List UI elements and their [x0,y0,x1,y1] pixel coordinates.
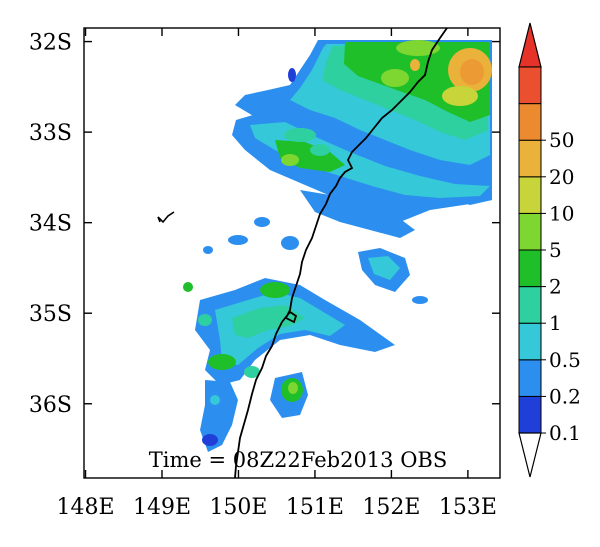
rain-patch-3 [281,236,299,250]
coastline-path [234,28,448,478]
colorbar-under-triangle [518,432,542,478]
colorbar-label: 0.2 [549,384,581,408]
colorbar-over-triangle [518,22,542,68]
x-tick-label: 149E [133,495,191,520]
colorbar-label: 2 [549,275,562,299]
rain-cell-k [244,366,260,378]
colorbar-label: 20 [549,165,574,189]
rain-patch-1 [228,235,248,245]
y-tick-label: 34S [29,212,72,237]
rain-patch-4 [203,246,213,254]
rain-cell-e [410,59,420,71]
colorbar-segment [518,66,542,105]
colorbar-label: 1 [549,311,562,335]
rain-patch-7 [412,296,428,304]
y-tick-label: 35S [29,302,72,327]
rain-cell-g [310,144,330,156]
colorbar-segment [518,249,542,288]
rain-band-mid-teal [250,122,490,198]
x-tick-label: 150E [209,495,267,520]
colorbar-segment [518,359,542,397]
rain-cell-d [381,69,409,87]
colorbar-segment [518,395,542,434]
colorbar: 0.1 0.2 0.5 1 2 5 10 20 50 [518,22,581,478]
rain-patch-9 [202,434,218,446]
rain-patch-east-teal [368,256,400,280]
rain-patch-5 [183,282,193,292]
rain-cell-b [396,40,440,56]
x-tick-label: 151E [286,495,344,520]
rain-cell-l [198,314,212,326]
colorbar-label: 50 [549,128,574,152]
colorbar-label: 5 [549,238,562,262]
colorbar-label: 10 [549,201,574,225]
colorbar-segment [518,103,542,141]
colorbar-label: 0.5 [549,348,581,372]
x-axis: 148E 149E 150E 151E 152E 153E [56,28,497,520]
colorbar-segment [518,139,542,178]
rain-cell-a-core [460,59,484,85]
rain-region-south-teal [215,292,345,365]
rain-cell-j [208,354,236,370]
time-label: Time = 08Z22Feb2013 OBS [149,448,448,472]
rain-cell-c [442,86,478,106]
colorbar-label: 0.1 [549,421,581,445]
rain-patch-11 [318,41,326,47]
rain-cell-f [281,154,299,166]
colorbar-segment [518,286,542,324]
rain-cell-i [260,282,290,298]
rain-patch-8 [210,395,220,405]
y-axis: 32S 33S 34S 35S 36S [29,31,500,418]
colorbar-segment [518,176,542,214]
rain-cell-h [284,128,316,142]
y-tick-label: 36S [29,393,72,418]
rain-patch-10 [288,68,296,82]
rain-band-east [300,190,415,238]
coastline [157,28,448,478]
rain-patch-2 [254,217,270,227]
x-tick-label: 148E [56,495,114,520]
rain-region-southwest [200,380,238,452]
rain-cell-n [288,382,298,394]
x-tick-label: 153E [439,495,497,520]
x-tick-label: 152E [362,495,420,520]
y-tick-label: 32S [29,31,72,56]
inland-lake-marker [157,211,175,224]
precipitation-field [183,40,492,452]
rain-region-south-mint [232,305,305,338]
plot-frame [83,27,501,479]
y-tick-label: 33S [29,121,72,146]
colorbar-segment [518,212,542,251]
colorbar-segment [518,322,542,361]
